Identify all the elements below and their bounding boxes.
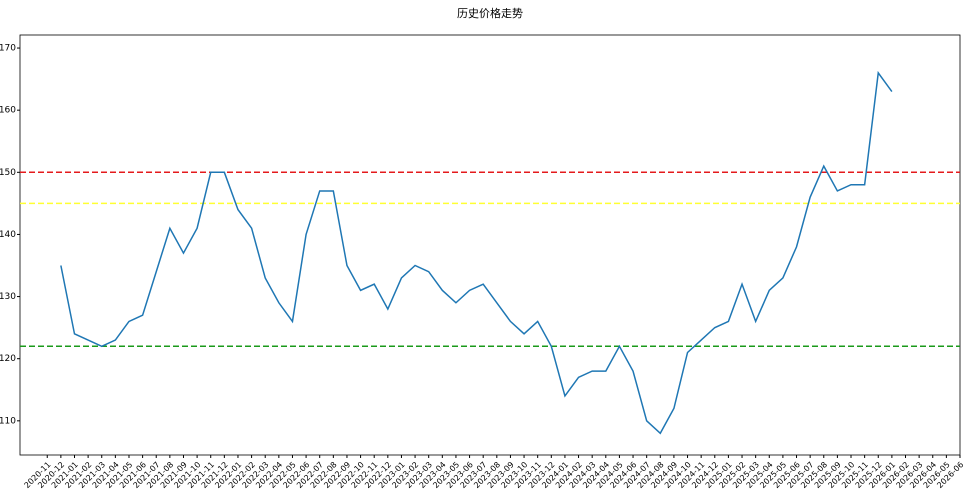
y-tick-label: 140: [0, 230, 16, 240]
y-tick-label: 120: [0, 354, 16, 364]
y-tick-label: 170: [0, 44, 16, 54]
y-tick-label: 130: [0, 292, 16, 302]
y-tick-label: 160: [0, 106, 16, 116]
chart-title: 历史价格走势: [457, 6, 523, 20]
y-tick-label: 110: [0, 416, 16, 426]
plot-frame: [19, 34, 961, 456]
y-tick-label: 150: [0, 168, 16, 178]
price-line: [60, 70, 893, 435]
